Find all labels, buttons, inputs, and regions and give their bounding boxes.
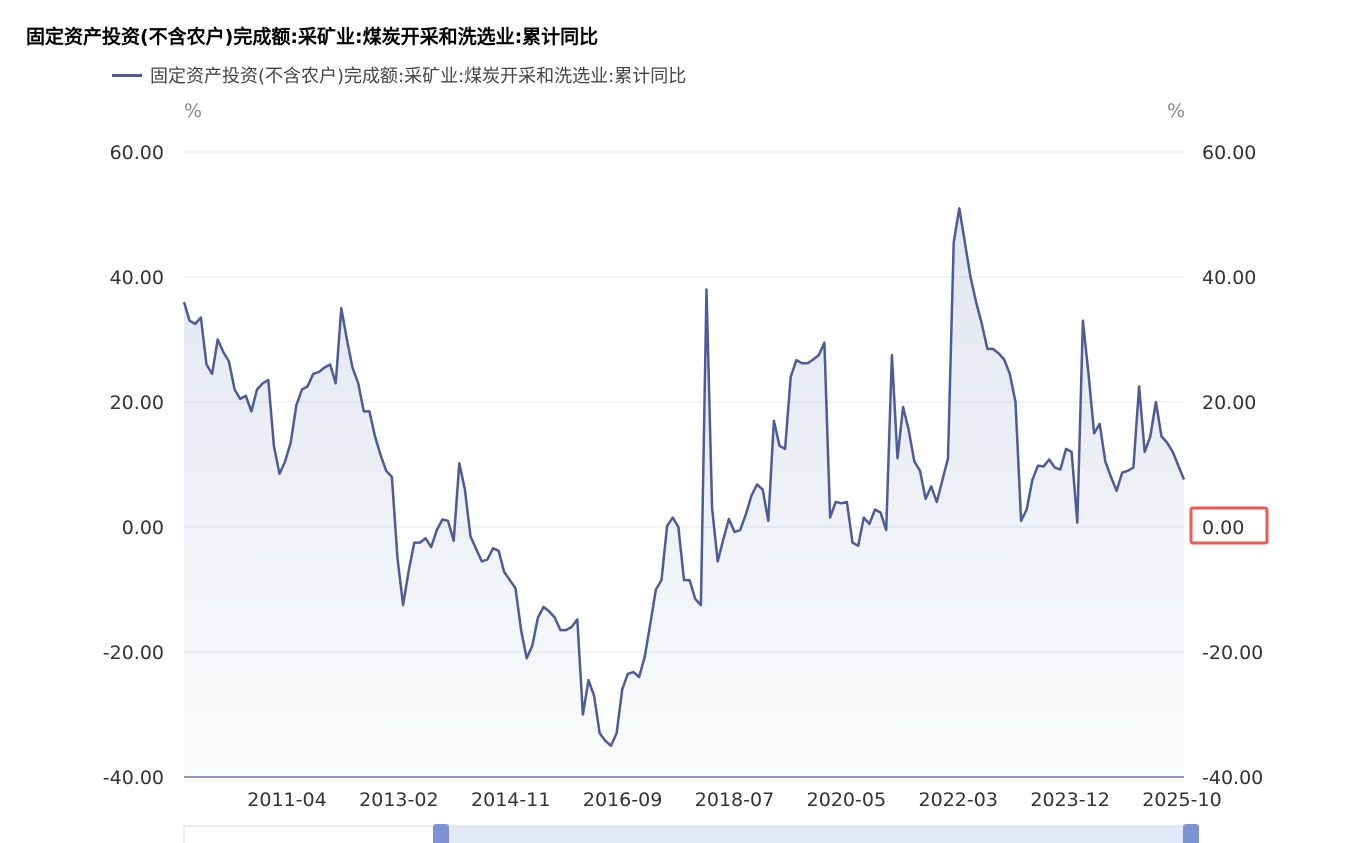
highlight-box — [1189, 506, 1269, 545]
y-tick-label-left: 60.00 — [110, 142, 164, 164]
y-tick-label-left: -20.00 — [103, 642, 164, 664]
series-line-group[interactable] — [182, 207, 1186, 748]
y-tick-label-right: -40.00 — [1202, 767, 1263, 789]
x-tick-label: 2025-10 — [1142, 789, 1221, 811]
slider-selected-range — [440, 826, 1190, 843]
y-tick-label-left: 20.00 — [110, 392, 164, 414]
x-tick-label: 2011-04 — [247, 789, 326, 811]
legend-label: 固定资产投资(不含农户)完成额:采矿业:煤炭开采和洗选业:累计同比 — [150, 66, 687, 87]
slider-handle-left[interactable] — [433, 824, 449, 843]
y-unit-left: % — [184, 100, 202, 122]
chart-title: 固定资产投资(不含农户)完成额:采矿业:煤炭开采和洗选业:累计同比 — [26, 26, 599, 48]
y-tick-label-left: 0.00 — [122, 517, 164, 539]
x-tick-label: 2013-02 — [359, 789, 438, 811]
legend-item[interactable]: 固定资产投资(不含农户)完成额:采矿业:煤炭开采和洗选业:累计同比 — [112, 62, 686, 88]
series-area — [184, 208, 1184, 778]
y-tick-label-left: 40.00 — [110, 267, 164, 289]
axes: 60.00 60.00 40.00 40.00 20.00 20.00 0.00 0.00 -2… — [103, 100, 1269, 811]
y-tick-label-right: -20.00 — [1202, 642, 1263, 664]
y-tick-label-right: 0.00 — [1202, 517, 1244, 539]
series-line[interactable] — [182, 207, 1186, 748]
y-tick-label-right: 40.00 — [1202, 267, 1256, 289]
x-tick-label: 2018-07 — [695, 789, 774, 811]
legend-line-marker — [112, 73, 142, 77]
x-tick-label: 2023-12 — [1030, 789, 1109, 811]
x-tick-label: 2016-09 — [583, 789, 662, 811]
x-tick-label: 2020-05 — [807, 789, 886, 811]
slider-handle-right[interactable] — [1183, 824, 1199, 843]
series-area-fill — [184, 208, 1184, 778]
x-tick-label: 2014-11 — [471, 789, 550, 811]
y-tick-label-right: 60.00 — [1202, 142, 1256, 164]
y-tick-label-left: -40.00 — [103, 767, 164, 789]
x-tick-label: 2022-03 — [919, 789, 998, 811]
y-unit-right: % — [1167, 100, 1185, 122]
data-zoom-slider[interactable] — [183, 824, 1199, 843]
y-tick-label-right: 20.00 — [1202, 392, 1256, 414]
